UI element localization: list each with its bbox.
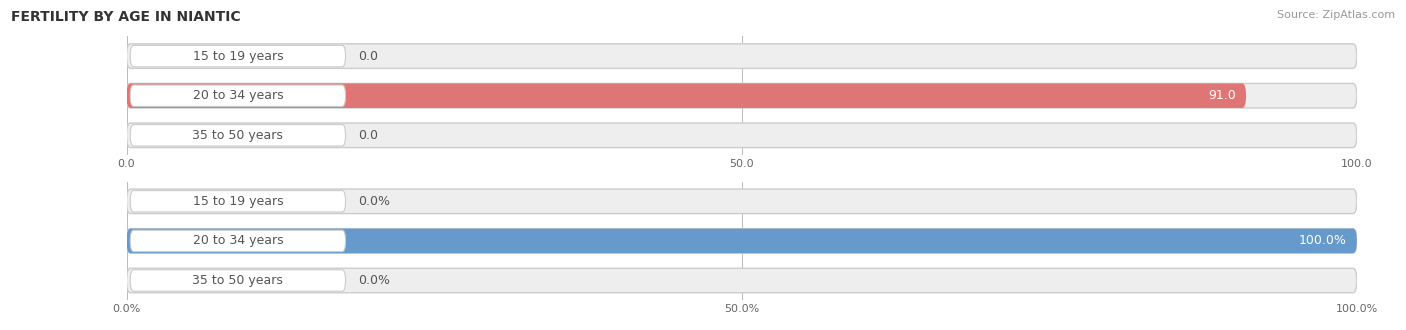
FancyBboxPatch shape — [127, 123, 1357, 148]
Text: Source: ZipAtlas.com: Source: ZipAtlas.com — [1277, 10, 1395, 20]
Text: 100.0%: 100.0% — [1299, 234, 1347, 248]
Text: 15 to 19 years: 15 to 19 years — [193, 50, 283, 63]
FancyBboxPatch shape — [131, 125, 346, 146]
FancyBboxPatch shape — [127, 229, 1357, 253]
Text: 35 to 50 years: 35 to 50 years — [193, 129, 284, 142]
FancyBboxPatch shape — [131, 85, 346, 106]
Text: 20 to 34 years: 20 to 34 years — [193, 89, 283, 102]
Text: 20 to 34 years: 20 to 34 years — [193, 234, 283, 248]
Text: 0.0: 0.0 — [357, 129, 378, 142]
Text: 0.0: 0.0 — [357, 50, 378, 63]
FancyBboxPatch shape — [127, 189, 1357, 214]
FancyBboxPatch shape — [127, 44, 1357, 68]
Text: 35 to 50 years: 35 to 50 years — [193, 274, 284, 287]
FancyBboxPatch shape — [127, 83, 1246, 108]
FancyBboxPatch shape — [127, 229, 1357, 253]
FancyBboxPatch shape — [127, 83, 1357, 108]
FancyBboxPatch shape — [131, 270, 346, 291]
FancyBboxPatch shape — [127, 268, 1357, 293]
Text: 0.0%: 0.0% — [357, 274, 389, 287]
Text: FERTILITY BY AGE IN NIANTIC: FERTILITY BY AGE IN NIANTIC — [11, 10, 240, 24]
Text: 15 to 19 years: 15 to 19 years — [193, 195, 283, 208]
FancyBboxPatch shape — [131, 230, 346, 251]
FancyBboxPatch shape — [131, 191, 346, 212]
FancyBboxPatch shape — [131, 46, 346, 67]
Text: 0.0%: 0.0% — [357, 195, 389, 208]
Text: 91.0: 91.0 — [1209, 89, 1236, 102]
